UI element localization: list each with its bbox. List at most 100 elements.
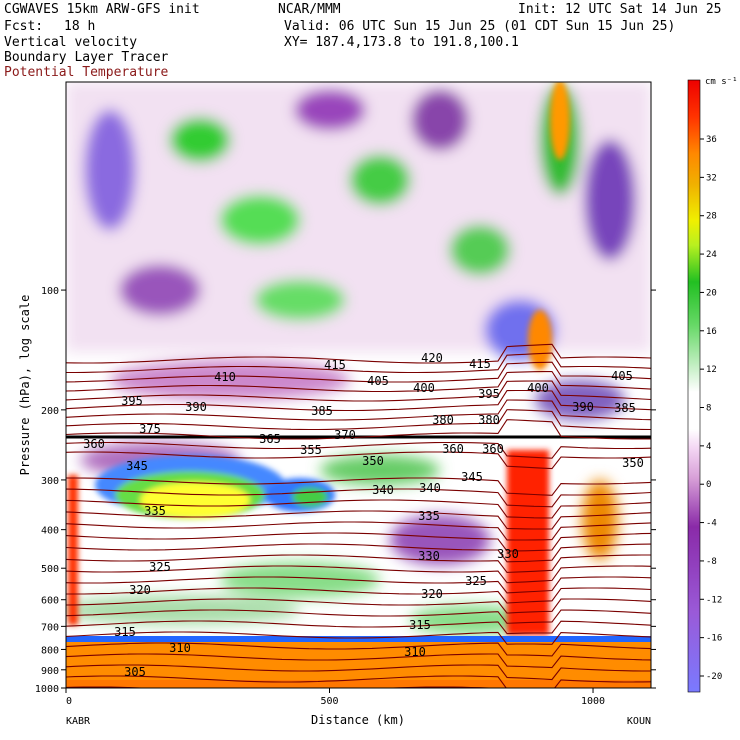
theta-contour-label: 400 xyxy=(527,381,549,395)
theta-contour-line xyxy=(66,441,651,459)
colorbar-tick-label: 8 xyxy=(706,404,711,414)
colorbar-tick-label: -20 xyxy=(706,672,722,682)
theta-contour-line xyxy=(66,532,651,552)
init-time: Init: 12 UTC Sat 14 Jun 25 xyxy=(518,2,722,17)
theta-contour-line xyxy=(66,565,651,584)
colorbar-tick-label: -16 xyxy=(706,634,722,644)
colorbar-tick-label: 28 xyxy=(706,212,717,222)
theta-contour-label: 340 xyxy=(419,481,441,495)
colorbar-tick-label: -4 xyxy=(706,519,717,529)
theta-contour-label: 310 xyxy=(169,641,191,655)
colorbar-tick-label: 16 xyxy=(706,327,717,337)
theta-contour-line xyxy=(66,409,651,431)
theta-contour-line xyxy=(66,620,651,635)
theta-contour-label: 415 xyxy=(469,357,491,371)
forecast-label: Fcst: xyxy=(4,19,44,34)
theta-contour-label: 395 xyxy=(121,394,143,408)
theta-contour-line xyxy=(66,631,651,645)
theta-contour-label: 310 xyxy=(404,645,426,659)
theta-contour-line xyxy=(66,380,651,402)
theta-contour-label: 400 xyxy=(413,381,435,395)
colorbar-tick-label: 36 xyxy=(706,135,717,145)
y-tick-label: 300 xyxy=(41,476,59,487)
field-boundary-layer-tracer: Boundary Layer Tracer xyxy=(4,50,169,65)
model-title: CGWAVES 15km ARW-GFS init xyxy=(4,2,200,17)
theta-contour-line xyxy=(66,686,499,688)
theta-contour-label: 325 xyxy=(149,560,171,574)
y-tick-label: 100 xyxy=(41,286,59,297)
y-tick-label: 900 xyxy=(41,666,59,677)
theta-contour-label: 345 xyxy=(126,459,148,473)
colorbar-tick-label: 0 xyxy=(706,480,711,490)
theta-contour-label: 380 xyxy=(478,413,500,427)
y-tick-label: 800 xyxy=(41,645,59,656)
theta-contour-label: 320 xyxy=(421,587,443,601)
theta-contour-label: 365 xyxy=(259,432,281,446)
theta-contour-label: 355 xyxy=(300,443,322,457)
theta-contour-line xyxy=(66,554,651,573)
theta-contour-label: 390 xyxy=(185,400,207,414)
theta-contour-line xyxy=(66,361,651,383)
y-tick-label: 400 xyxy=(41,526,59,537)
cross-section-coords: XY= 187.4,173.8 to 191.8,100.1 xyxy=(284,35,519,50)
theta-contour-label: 350 xyxy=(622,456,644,470)
colorbar-unit: cm s⁻¹ xyxy=(705,77,738,87)
field-vertical-velocity: Vertical velocity xyxy=(4,35,138,50)
theta-contour-label: 325 xyxy=(465,574,487,588)
theta-contour-label: 385 xyxy=(311,404,333,418)
theta-contour-line xyxy=(66,587,651,604)
theta-contour-label: 370 xyxy=(334,428,356,442)
theta-contour-label: 315 xyxy=(114,625,136,639)
y-tick-label: 500 xyxy=(41,564,59,575)
theta-contour-label: 340 xyxy=(372,483,394,497)
colorbar-tick-label: 20 xyxy=(706,288,717,298)
theta-contour-line xyxy=(66,370,651,393)
theta-contour-label: 315 xyxy=(409,618,431,632)
theta-contour-label: 360 xyxy=(482,442,504,456)
colorbar xyxy=(687,79,701,693)
forecast-hour: 18 h xyxy=(64,19,96,34)
theta-contour-line xyxy=(66,488,651,508)
theta-contour-line xyxy=(66,576,651,594)
valid-time: Valid: 06 UTC Sun 15 Jun 25 (01 CDT Sun … xyxy=(284,19,676,34)
theta-contour-label: 420 xyxy=(421,351,443,365)
colorbar-tick-label: 32 xyxy=(706,173,717,183)
y-tick-label: 600 xyxy=(41,596,59,607)
theta-contour-label: 385 xyxy=(614,401,636,415)
x-tick-label: 1000 xyxy=(581,696,605,707)
theta-contour-line xyxy=(66,399,651,421)
colorbar-tick-label: 12 xyxy=(706,365,717,375)
theta-contour-label: 360 xyxy=(442,442,464,456)
y-tick-label: 1000 xyxy=(35,684,59,695)
theta-contour-line xyxy=(66,499,651,519)
theta-contour-label: 390 xyxy=(572,400,594,414)
theta-contour-line xyxy=(66,477,651,496)
theta-contour-label: 395 xyxy=(478,387,500,401)
theta-contour-label: 360 xyxy=(83,437,105,451)
right-endpoint-label: KOUN xyxy=(627,716,651,727)
theta-contour-line xyxy=(66,675,651,688)
x-tick-label: 0 xyxy=(66,696,72,707)
theta-contour-label: 410 xyxy=(214,370,236,384)
theta-contour-label: 405 xyxy=(367,374,389,388)
theta-contour-line xyxy=(66,642,651,657)
theta-contour-label: 320 xyxy=(129,583,151,597)
theta-contour-line xyxy=(66,389,651,412)
x-tick-label: 500 xyxy=(320,696,338,707)
theta-contour-label: 330 xyxy=(497,547,519,561)
theta-contour-label: 415 xyxy=(324,358,346,372)
theta-contour-label: 330 xyxy=(418,549,440,563)
theta-contour-label: 305 xyxy=(124,665,146,679)
theta-contour-line xyxy=(66,653,651,669)
y-tick-label: 200 xyxy=(41,406,59,417)
theta-contour-line xyxy=(66,510,651,530)
y-axis-label: Pressure (hPa), log scale xyxy=(18,295,32,476)
y-tick-label: 700 xyxy=(41,622,59,633)
theta-contour-line xyxy=(66,352,651,374)
theta-contour-label: 375 xyxy=(139,422,161,436)
colorbar-tick-label: -8 xyxy=(706,557,717,567)
theta-contour-line xyxy=(66,609,651,624)
theta-contour-label: 350 xyxy=(362,454,384,468)
theta-contour-line xyxy=(66,451,651,470)
